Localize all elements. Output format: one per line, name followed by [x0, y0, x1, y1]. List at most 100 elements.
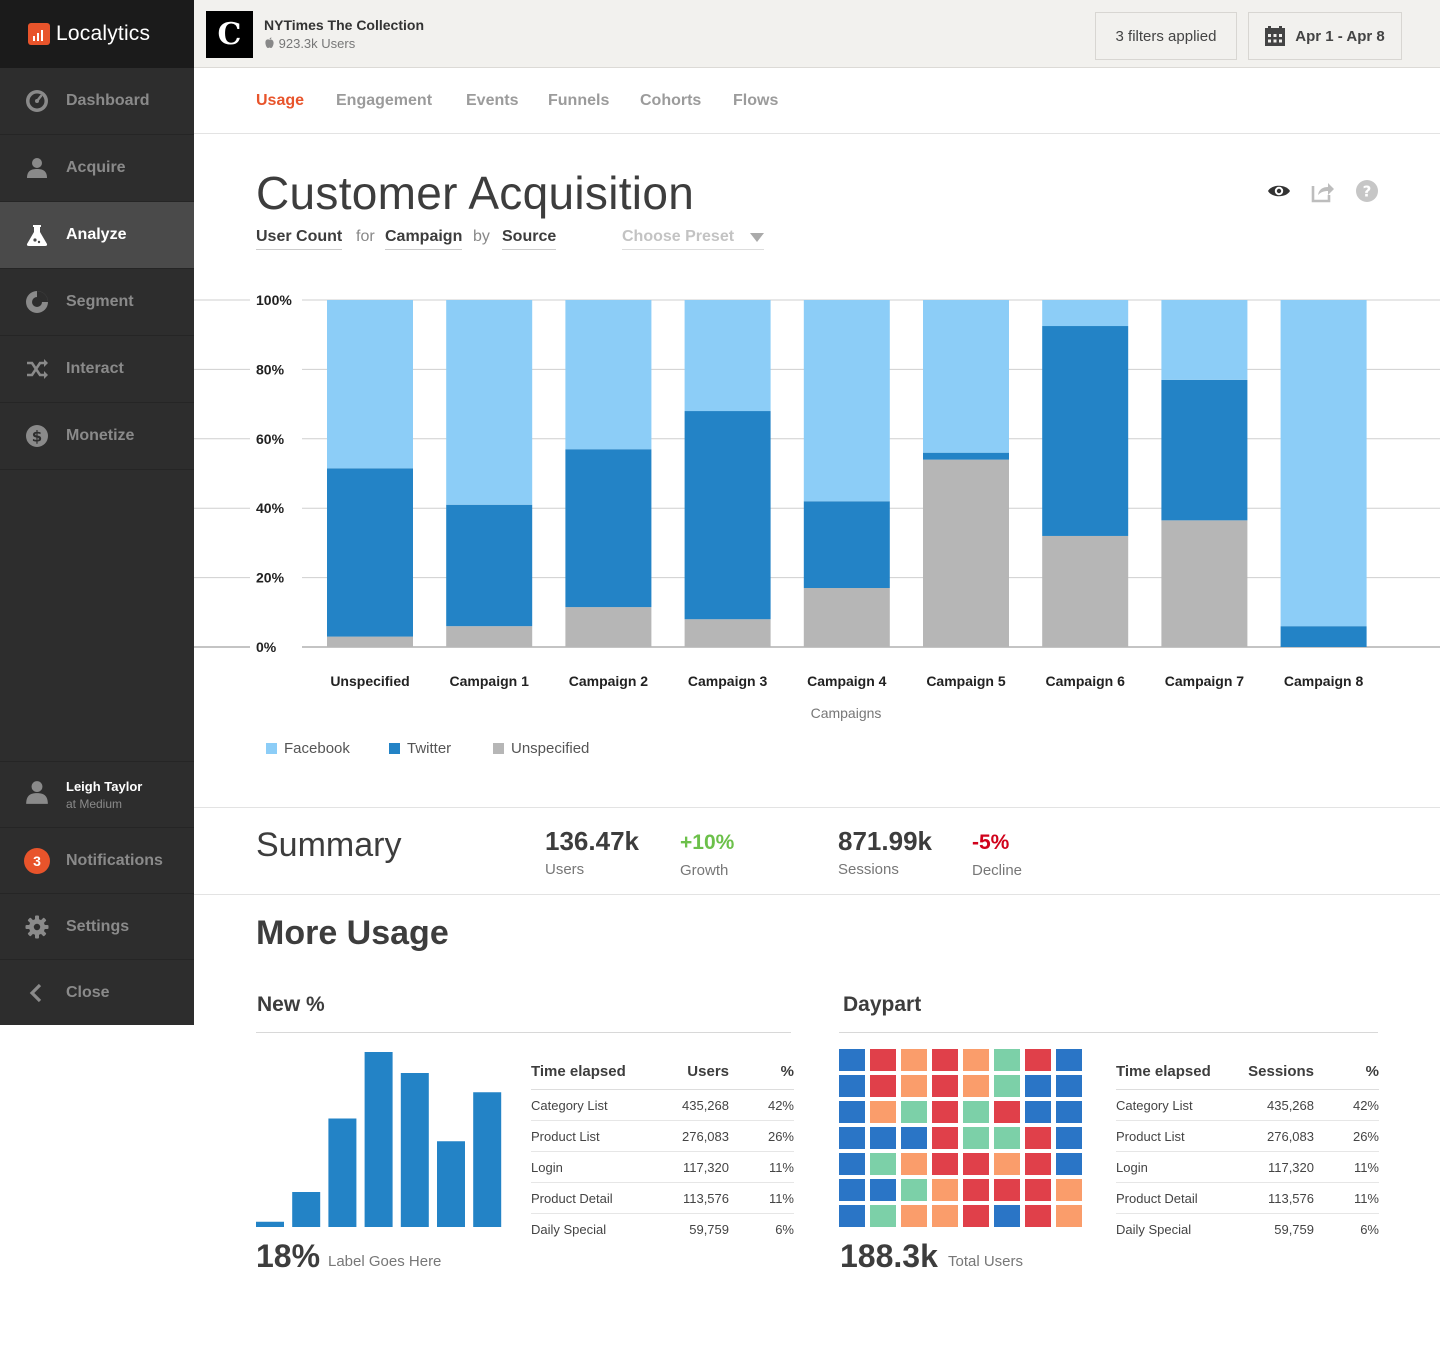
- daypart-cell[interactable]: [932, 1101, 958, 1123]
- bar-segment-unspecified[interactable]: [803, 588, 890, 647]
- sidebar-item-settings[interactable]: Settings: [0, 893, 194, 959]
- table-row[interactable]: Login 117,320 11%: [1116, 1152, 1379, 1183]
- daypart-cell[interactable]: [963, 1075, 989, 1097]
- daypart-cell[interactable]: [932, 1179, 958, 1201]
- bar-segment-unspecified[interactable]: [684, 619, 771, 647]
- tab-cohorts[interactable]: Cohorts: [640, 92, 702, 109]
- daypart-cell[interactable]: [1056, 1127, 1082, 1149]
- bar-segment-facebook[interactable]: [1042, 300, 1129, 327]
- bar-segment-facebook[interactable]: [684, 300, 771, 412]
- bar-segment-unspecified[interactable]: [446, 626, 533, 647]
- new-pct-bar[interactable]: [292, 1192, 321, 1227]
- daypart-cell[interactable]: [901, 1205, 927, 1227]
- filters-button[interactable]: 3 filters applied: [1095, 12, 1237, 60]
- daypart-cell[interactable]: [994, 1101, 1020, 1123]
- bar-segment-unspecified[interactable]: [1161, 520, 1248, 647]
- daypart-cell[interactable]: [901, 1153, 927, 1175]
- bar-segment-twitter[interactable]: [684, 411, 771, 620]
- daypart-cell[interactable]: [1056, 1205, 1082, 1227]
- legend-item-facebook[interactable]: Facebook: [266, 740, 350, 757]
- tab-funnels[interactable]: Funnels: [548, 92, 610, 109]
- daypart-cell[interactable]: [1025, 1049, 1051, 1071]
- daypart-cell[interactable]: [839, 1101, 865, 1123]
- daypart-cell[interactable]: [870, 1179, 896, 1201]
- new-pct-bar[interactable]: [400, 1073, 429, 1227]
- bar-segment-unspecified[interactable]: [923, 459, 1009, 647]
- user-profile[interactable]: Leigh Taylor at Medium: [0, 761, 194, 827]
- daypart-cell[interactable]: [839, 1127, 865, 1149]
- daypart-cell[interactable]: [901, 1075, 927, 1097]
- daypart-cell[interactable]: [839, 1179, 865, 1201]
- daypart-cell[interactable]: [963, 1205, 989, 1227]
- daypart-cell[interactable]: [963, 1179, 989, 1201]
- daypart-cell[interactable]: [932, 1205, 958, 1227]
- daypart-cell[interactable]: [870, 1205, 896, 1227]
- daypart-cell[interactable]: [901, 1049, 927, 1071]
- column-header[interactable]: Sessions: [1248, 1063, 1314, 1080]
- breakdown-selector[interactable]: Source: [502, 228, 557, 250]
- sidebar-item-notifications[interactable]: 3 Notifications: [0, 827, 194, 893]
- dimension-selector[interactable]: Campaign: [385, 228, 463, 250]
- legend-item-twitter[interactable]: Twitter: [389, 740, 451, 757]
- bar-segment-facebook[interactable]: [565, 300, 652, 450]
- sidebar-item-monetize[interactable]: $ Monetize: [0, 403, 194, 470]
- table-row[interactable]: Daily Special 59,759 6%: [531, 1214, 794, 1245]
- tab-flows[interactable]: Flows: [733, 92, 779, 109]
- help-icon[interactable]: ?: [1354, 178, 1380, 204]
- logo[interactable]: Localytics: [0, 0, 194, 68]
- daypart-cell[interactable]: [994, 1075, 1020, 1097]
- tab-engagement[interactable]: Engagement: [336, 92, 433, 109]
- daypart-cell[interactable]: [932, 1153, 958, 1175]
- eye-icon[interactable]: [1266, 178, 1292, 204]
- bar-segment-twitter[interactable]: [1280, 626, 1367, 647]
- app-icon[interactable]: C: [206, 11, 253, 58]
- bar-segment-twitter[interactable]: [923, 452, 1009, 460]
- daypart-cell[interactable]: [932, 1075, 958, 1097]
- bar-segment-facebook[interactable]: [923, 300, 1009, 453]
- bar-segment-facebook[interactable]: [446, 300, 533, 505]
- daypart-cell[interactable]: [963, 1049, 989, 1071]
- new-pct-bar[interactable]: [256, 1221, 284, 1227]
- daypart-cell[interactable]: [1025, 1127, 1051, 1149]
- column-header[interactable]: Time elapsed: [1116, 1063, 1211, 1080]
- bar-segment-unspecified[interactable]: [1042, 535, 1129, 647]
- daypart-cell[interactable]: [994, 1179, 1020, 1201]
- new-pct-bar[interactable]: [364, 1052, 393, 1227]
- table-row[interactable]: Daily Special 59,759 6%: [1116, 1214, 1379, 1245]
- daypart-cell[interactable]: [1056, 1049, 1082, 1071]
- bar-segment-unspecified[interactable]: [327, 636, 413, 647]
- bar-segment-twitter[interactable]: [446, 504, 533, 627]
- sidebar-item-analyze[interactable]: Analyze: [0, 202, 194, 269]
- bar-segment-twitter[interactable]: [1042, 326, 1129, 536]
- daypart-cell[interactable]: [994, 1049, 1020, 1071]
- daypart-cell[interactable]: [870, 1049, 896, 1071]
- table-row[interactable]: Product List 276,083 26%: [1116, 1121, 1379, 1152]
- date-range-button[interactable]: Apr 1 - Apr 8: [1248, 12, 1402, 60]
- daypart-cell[interactable]: [1025, 1179, 1051, 1201]
- column-header[interactable]: %: [1365, 1063, 1379, 1080]
- daypart-cell[interactable]: [994, 1127, 1020, 1149]
- preset-dropdown[interactable]: Choose Preset: [622, 228, 764, 250]
- new-pct-bar[interactable]: [328, 1118, 357, 1228]
- legend-item-unspecified[interactable]: Unspecified: [493, 740, 589, 757]
- daypart-cell[interactable]: [870, 1101, 896, 1123]
- daypart-cell[interactable]: [1025, 1075, 1051, 1097]
- sidebar-item-dashboard[interactable]: Dashboard: [0, 68, 194, 135]
- bar-segment-twitter[interactable]: [1161, 379, 1248, 521]
- sidebar-item-close[interactable]: Close: [0, 959, 194, 1025]
- daypart-cell[interactable]: [1056, 1179, 1082, 1201]
- daypart-cell[interactable]: [994, 1205, 1020, 1227]
- tab-usage[interactable]: Usage: [256, 92, 305, 109]
- daypart-cell[interactable]: [1025, 1101, 1051, 1123]
- table-row[interactable]: Product Detail 113,576 11%: [1116, 1183, 1379, 1214]
- daypart-cell[interactable]: [1056, 1075, 1082, 1097]
- sidebar-item-interact[interactable]: Interact: [0, 336, 194, 403]
- bar-segment-facebook[interactable]: [1280, 300, 1367, 627]
- daypart-cell[interactable]: [901, 1127, 927, 1149]
- tab-events[interactable]: Events: [466, 92, 519, 109]
- daypart-cell[interactable]: [901, 1179, 927, 1201]
- daypart-cell[interactable]: [994, 1153, 1020, 1175]
- share-icon[interactable]: [1310, 178, 1336, 204]
- column-header[interactable]: Time elapsed: [531, 1063, 626, 1080]
- daypart-cell[interactable]: [870, 1075, 896, 1097]
